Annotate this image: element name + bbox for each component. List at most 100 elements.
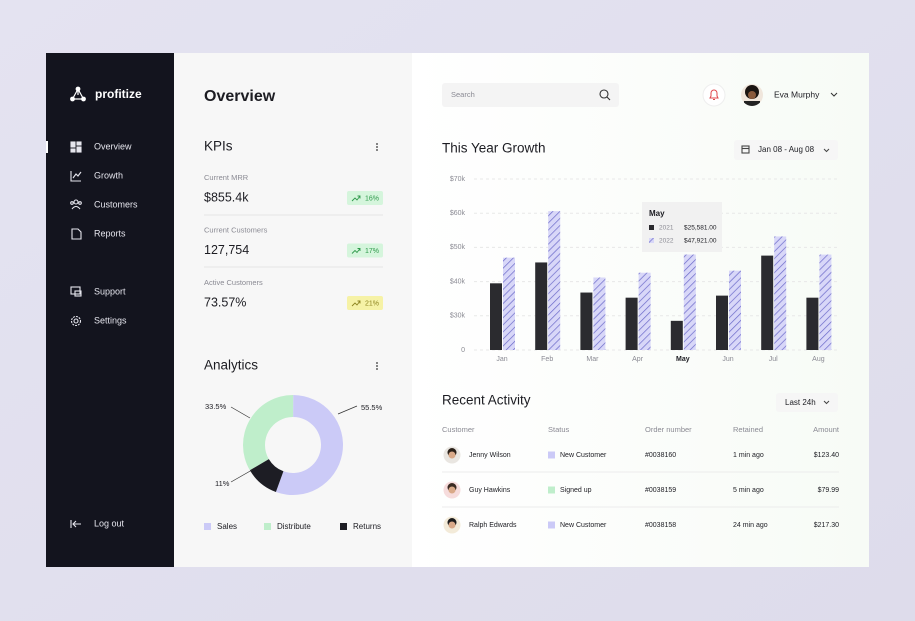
table-cell: #0038158 [645, 522, 676, 529]
avatar-face [744, 85, 760, 106]
menu-item[interactable]: Growth [94, 170, 123, 180]
bar [670, 320, 683, 350]
donut-segment [275, 395, 343, 495]
legend-swatch [340, 523, 347, 530]
search-icon [599, 89, 611, 101]
date-picker[interactable] [734, 140, 838, 160]
bar [683, 254, 696, 350]
kpi-badge [347, 243, 383, 258]
kpi-change: 21% [365, 300, 379, 307]
kpi-value: $855.4k [204, 190, 249, 204]
leader-line [230, 406, 251, 419]
column-header: Amount [813, 425, 840, 434]
date-range: Jan 08 - Aug 08 [758, 145, 815, 154]
avatar-face [448, 486, 456, 494]
y-tick-label: $60k [450, 210, 466, 217]
filter-label: Last 24h [785, 398, 816, 407]
legend-label: Distribute [277, 522, 311, 531]
logout[interactable]: Log out [94, 518, 125, 528]
growth-title: This Year Growth [442, 141, 546, 156]
bar [593, 277, 606, 350]
notification-button[interactable] [702, 83, 726, 107]
status-dot [548, 521, 555, 529]
x-tick-label: Feb [541, 356, 553, 363]
kpi-label: Current MRR [204, 173, 249, 182]
table-cell: Signed up [560, 487, 592, 494]
column-header: Customer [442, 425, 475, 434]
avatar-face [448, 451, 456, 459]
table-cell: #0038160 [645, 452, 676, 459]
kpi-badge [347, 296, 383, 310]
activity-title: Recent Activity [442, 393, 531, 408]
bar [819, 254, 832, 350]
donut-segment [249, 459, 284, 492]
menu-item[interactable]: Support [94, 286, 126, 296]
legend-label: Sales [217, 522, 237, 531]
analytics-title: Analytics [204, 358, 258, 373]
search-box[interactable] [442, 83, 619, 107]
bar [580, 292, 593, 350]
table-cell: $79.99 [818, 487, 840, 494]
table-cell: #0038159 [645, 487, 676, 494]
table-cell: Ralph Edwards [469, 522, 517, 529]
donut-label: 33.5% [205, 402, 227, 411]
donut-label: 11% [215, 479, 230, 488]
kpi-menu[interactable] [376, 143, 378, 151]
y-tick-label: $40k [450, 278, 466, 285]
table-cell: 5 min ago [733, 487, 764, 494]
table-cell: $217.30 [814, 522, 839, 529]
kpi-value: 73.57% [204, 295, 246, 309]
kpi-label: Current Customers [204, 225, 268, 234]
y-tick-label: $30k [450, 313, 466, 320]
trend-icon [351, 300, 361, 307]
x-tick-label: Mar [586, 356, 599, 363]
active-indicator [46, 141, 48, 153]
leader-line [230, 469, 253, 483]
table-cell: New Customer [560, 522, 607, 529]
chevron [830, 92, 838, 97]
x-tick-label: Jun [722, 356, 733, 363]
bar [490, 283, 502, 350]
status-dot [548, 451, 555, 459]
x-tick-label: Jan [496, 356, 507, 363]
tooltip-series: 2021 [659, 225, 674, 232]
bar [535, 262, 548, 350]
bar [548, 211, 561, 350]
brand: profitize [95, 87, 142, 101]
status-dot [548, 486, 555, 494]
y-tick-label: $50k [450, 244, 466, 251]
page-title: Overview [204, 88, 276, 105]
avatar-face [448, 521, 456, 529]
column-header: Retained [733, 425, 763, 434]
leader-line [337, 405, 358, 415]
column-header: Status [548, 425, 570, 434]
donut-label: 55.5% [361, 403, 383, 412]
y-tick-label: 0 [461, 347, 465, 354]
tooltip-value: $47,921.00 [684, 238, 717, 245]
user-name[interactable]: Eva Murphy [774, 89, 820, 99]
table-cell: 1 min ago [733, 452, 764, 459]
tooltip-value: $25,581.00 [684, 225, 717, 232]
kpi-badge [347, 191, 383, 205]
trend-icon [351, 248, 361, 254]
kpi-change: 17% [365, 248, 379, 255]
menu-item[interactable]: Customers [94, 199, 138, 209]
kpi-change: 16% [365, 195, 379, 202]
menu-item[interactable]: Reports [94, 228, 126, 238]
menu-item[interactable]: Overview [94, 141, 132, 151]
tooltip-swatch [649, 225, 654, 230]
trend-icon [351, 195, 361, 202]
column-header: Order number [645, 425, 692, 434]
time-filter[interactable] [776, 393, 838, 412]
chevron [823, 148, 830, 153]
bar [638, 272, 651, 350]
legend-swatch [204, 523, 211, 530]
legend-swatch [264, 523, 271, 530]
table-cell: $123.40 [814, 452, 839, 459]
bar [716, 295, 728, 350]
menu-icons [70, 141, 82, 528]
bar [729, 270, 741, 350]
analytics-menu[interactable] [376, 362, 378, 370]
menu-item[interactable]: Settings [94, 315, 127, 325]
